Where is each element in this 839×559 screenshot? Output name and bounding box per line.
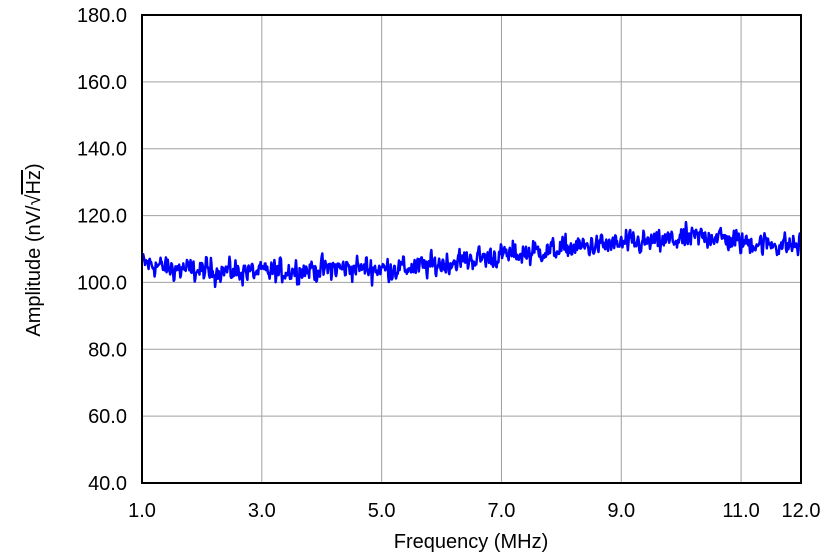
series-line xyxy=(142,220,801,289)
y-tick-label: 120.0 xyxy=(77,206,127,228)
x-tick-label: 1.0 xyxy=(128,500,156,522)
x-tick-label: 5.0 xyxy=(368,500,396,522)
y-axis-label: Amplitude (nV/√Hz) xyxy=(23,163,45,336)
x-tick-label: 11.0 xyxy=(722,500,759,522)
x-tick-label: 3.0 xyxy=(248,500,276,522)
svg-text:Amplitude (nV/√Hz): Amplitude (nV/√Hz) xyxy=(23,163,45,336)
y-axis-label-radicand: Hz xyxy=(23,170,45,194)
y-axis-label-radical: √ xyxy=(23,194,45,205)
y-tick-label: 140.0 xyxy=(77,139,127,161)
y-tick-label: 160.0 xyxy=(77,72,127,94)
x-tick-label: 9.0 xyxy=(607,500,635,522)
y-axis-label-prefix: Amplitude (nV/ xyxy=(23,205,45,337)
x-axis-label: Frequency (MHz) xyxy=(394,531,548,553)
y-axis-label-suffix: ) xyxy=(23,163,45,170)
x-tick-label: 12.0 xyxy=(782,500,821,522)
x-tick-label: 7.0 xyxy=(488,500,516,522)
gridlines xyxy=(141,14,801,484)
y-tick-label: 60.0 xyxy=(88,406,127,428)
series-group xyxy=(142,220,801,289)
y-tick-label: 40.0 xyxy=(88,473,127,495)
x-tick-labels: 1.0 3.0 5.0 7.0 9.0 11.0 12.0 xyxy=(128,500,820,522)
y-tick-labels: 40.0 60.0 80.0 100.0 120.0 140.0 160.0 180.0 xyxy=(77,5,127,495)
y-tick-label: 180.0 xyxy=(77,5,127,27)
plot-frame xyxy=(141,14,802,484)
y-tick-label: 80.0 xyxy=(88,339,127,361)
y-tick-label: 100.0 xyxy=(77,272,127,294)
